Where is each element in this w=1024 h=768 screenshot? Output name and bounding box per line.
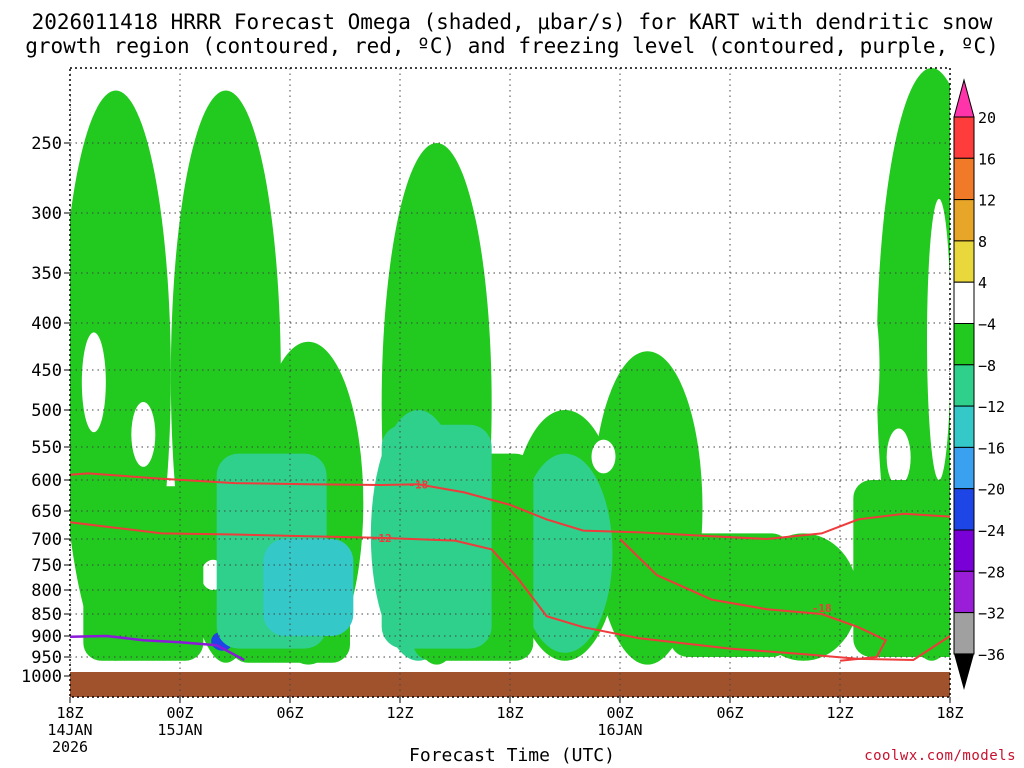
colorbar-segment — [953, 364, 975, 407]
omega-region — [263, 539, 354, 636]
omega-region — [886, 428, 911, 487]
x-tick-label: 18Z — [56, 704, 83, 722]
colorbar-segment — [953, 281, 975, 325]
omega-region — [853, 480, 950, 657]
colorbar-segment — [953, 323, 975, 366]
y-tick-label: 450 — [31, 361, 62, 381]
colorbar-label: 16 — [978, 150, 996, 168]
omega-region — [131, 402, 156, 467]
dgz-contour — [619, 538, 888, 662]
y-tick-label: 750 — [31, 556, 62, 576]
colorbar-segment — [953, 116, 975, 159]
contour-label: -12 — [372, 532, 392, 545]
y-tick-label: 500 — [31, 401, 62, 421]
colorbar-segment — [953, 446, 975, 490]
omega-region — [83, 486, 204, 661]
x-tick-label: 00Z — [606, 704, 633, 722]
y-tick-label: 550 — [31, 438, 62, 458]
colorbar-label: −4 — [978, 316, 996, 334]
x-tick-label: 12Z — [826, 704, 853, 722]
y-tick-label: 650 — [31, 502, 62, 522]
omega-region — [855, 293, 880, 440]
y-tick-label: 600 — [31, 471, 62, 491]
colorbar-segment — [953, 157, 975, 201]
colorbar-top-triangle — [953, 78, 975, 118]
colorbar-segment — [953, 240, 975, 283]
omega-region — [517, 453, 613, 653]
y-tick-label: 800 — [31, 581, 62, 601]
x-tick-label: 06Z — [716, 704, 743, 722]
colorbar-label: 20 — [978, 109, 996, 127]
colorbar-segment — [953, 570, 975, 614]
x-tick-label: 06Z — [276, 704, 303, 722]
dgz-contour — [70, 521, 950, 662]
colorbar-segment — [953, 488, 975, 531]
x-tick-label: 12Z — [386, 704, 413, 722]
x-axis-label: Forecast Time (UTC) — [409, 745, 615, 766]
colorbar-label: −36 — [978, 646, 1005, 664]
x-tick-label: 14JAN — [47, 721, 92, 739]
y-tick-label: 850 — [31, 605, 62, 625]
colorbar-segment — [953, 405, 975, 448]
omega-region — [381, 424, 492, 649]
colorbar-label: −20 — [978, 481, 1005, 499]
colorbar-label: 8 — [978, 233, 987, 251]
omega-region — [670, 533, 790, 657]
chart-title-line2: growth region (contoured, red, ºC) and f… — [25, 34, 999, 58]
colorbar-label: −28 — [978, 563, 1005, 581]
dgz-contour — [70, 472, 950, 541]
y-tick-label: 250 — [31, 134, 62, 154]
colorbar-label: 4 — [978, 274, 987, 292]
contour-label: -18 — [812, 602, 832, 615]
credit-link[interactable]: coolwx.com/models — [864, 748, 1016, 764]
y-tick-label: 400 — [31, 314, 62, 334]
y-tick-label: 700 — [31, 530, 62, 550]
y-tick-label: 950 — [31, 648, 62, 668]
x-tick-label: 2026 — [52, 738, 88, 756]
colorbar-label: 12 — [978, 192, 996, 210]
x-tick-label: 16JAN — [597, 721, 642, 739]
x-tick-label: 18Z — [496, 704, 523, 722]
y-tick-label: 1000 — [21, 667, 62, 687]
omega-region — [591, 439, 616, 474]
y-tick-label: 900 — [31, 627, 62, 647]
y-tick-label: 300 — [31, 204, 62, 224]
colorbar-segment — [953, 199, 975, 242]
freezing-level-contour — [70, 634, 245, 662]
plot-area: -18 -12 -18 — [70, 68, 950, 697]
colorbar-label: −8 — [978, 357, 996, 375]
colorbar-label: −12 — [978, 398, 1005, 416]
omega-region — [81, 332, 106, 433]
x-tick-label: 18Z — [936, 704, 963, 722]
colorbar-bottom-triangle — [954, 653, 974, 690]
contour-label: -18 — [408, 478, 428, 491]
colorbar-label: −32 — [978, 605, 1005, 623]
x-tick-label: 00Z — [166, 704, 193, 722]
colorbar-segment — [953, 612, 975, 655]
y-tick-label: 350 — [31, 264, 62, 284]
colorbar-segment — [953, 529, 975, 572]
colorbar-label: −16 — [978, 439, 1005, 457]
plot-border — [69, 67, 951, 698]
chart-title-line1: 2026011418 HRRR Forecast Omega (shaded, … — [31, 10, 993, 34]
x-tick-label: 15JAN — [157, 721, 202, 739]
colorbar-label: −24 — [978, 522, 1005, 540]
omega-region — [927, 199, 950, 480]
